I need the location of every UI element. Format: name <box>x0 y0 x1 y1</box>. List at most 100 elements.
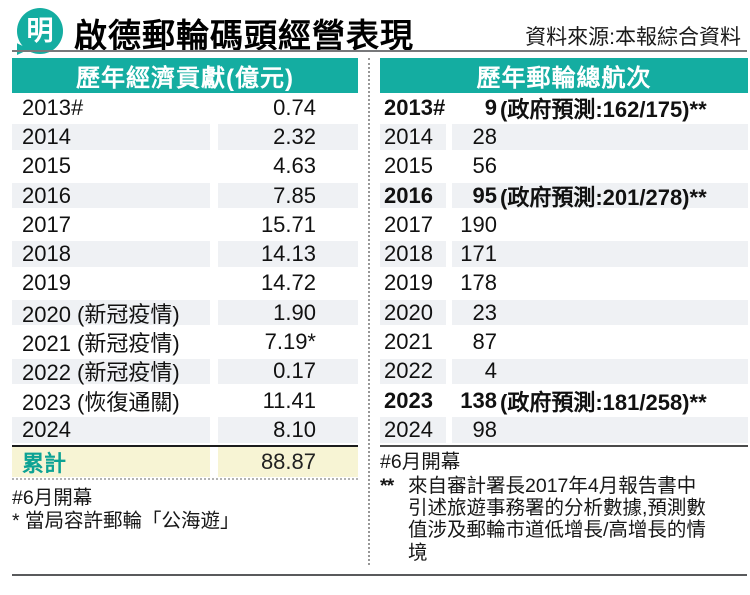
table-row: 2023 (恢復通關) 11.41 <box>12 385 358 416</box>
value-cell: 23 <box>452 298 748 328</box>
value-cell: 7.85 <box>218 180 358 211</box>
footnote-opening: #6月開幕 <box>12 486 93 509</box>
year-cell: 2015 <box>12 151 210 181</box>
value-cell: 178 <box>452 268 748 299</box>
year-cell: 2017 <box>380 210 446 240</box>
page-title: 啟德郵輪碼頭經營表現 <box>74 17 414 54</box>
left-footnotes: #6月開幕 * 當局容許郵輪「公海遊」 <box>12 487 358 534</box>
table-row: 2014 2.32 <box>12 122 358 152</box>
table-row: 2021 87 <box>380 327 748 357</box>
total-row: 累計 88.87 <box>12 444 358 477</box>
voyage-count: 171 <box>460 241 497 267</box>
value-cell: 138 (政府預測:181/258)** <box>452 385 748 416</box>
value-cell: 190 <box>452 210 748 240</box>
value-cell: 11.41 <box>218 385 358 416</box>
value-cell: 2.32 <box>218 122 358 152</box>
table-row: 2013# 0.74 <box>12 93 358 123</box>
voyage-count: 95 <box>472 182 497 208</box>
voyage-count: 28 <box>472 123 497 149</box>
table-row: 2019 178 <box>380 268 748 299</box>
year-cell: 2024 <box>12 415 210 445</box>
footnote-text: 來自審計署長2017年4月報告書中引述旅遊事務署的分析數據,預測數值涉及郵輪市道… <box>408 474 706 564</box>
forecast-note: (政府預測:181/258)** <box>500 389 707 415</box>
year-cell: 2016 <box>380 180 446 211</box>
year-cell: 2022 <box>380 356 446 386</box>
voyage-count: 23 <box>472 299 497 325</box>
year-cell: 2017 <box>12 210 210 240</box>
table-row: 2017 15.71 <box>12 210 358 240</box>
bottom-border <box>12 574 747 576</box>
value-cell: 4.63 <box>218 151 358 181</box>
table-row: 2024 98 <box>380 415 748 445</box>
value-cell: 87 <box>452 327 748 357</box>
table-row: 2022 (新冠疫情) 0.17 <box>12 356 358 386</box>
footnote-audit: ** 來自審計署長2017年4月報告書中引述旅遊事務署的分析數據,預測數值涉及郵… <box>380 475 748 565</box>
total-label: 累計 <box>12 446 210 477</box>
value-cell: 28 <box>452 122 748 152</box>
value-cell: 0.74 <box>218 93 358 123</box>
year-cell: 2015 <box>380 151 446 181</box>
table-row: 2015 56 <box>380 151 748 181</box>
total-underline <box>12 477 358 480</box>
year-cell: 2023 (恢復通關) <box>12 385 210 416</box>
table-row: 2023 138 (政府預測:181/258)** <box>380 385 748 416</box>
year-cell: 2022 (新冠疫情) <box>12 356 210 386</box>
year-cell: 2013# <box>12 93 210 123</box>
source-note: 資料來源:本報綜合資料 <box>525 26 741 49</box>
year-cell: 2013# <box>380 93 446 123</box>
table-row: 2018 14.13 <box>12 239 358 269</box>
table-row: 2015 4.63 <box>12 151 358 181</box>
value-cell: 15.71 <box>218 210 358 240</box>
voyage-count: 4 <box>484 358 497 384</box>
voyage-count: 87 <box>472 329 497 355</box>
economic-contribution-table: 歷年經濟貢獻(億元) 2013# 0.74 2014 2.32 2015 4.63 2016… <box>12 58 358 534</box>
value-cell: 14.72 <box>218 268 358 299</box>
year-cell: 2018 <box>12 239 210 269</box>
voyage-rows: 2013# 9 (政府預測:162/175)** 2014 28 2015 56 2016 95… <box>380 93 748 445</box>
voyage-count: 98 <box>472 416 497 442</box>
mingpao-logo: 明 <box>17 8 63 54</box>
value-cell: 14.13 <box>218 239 358 269</box>
footnote-opening: #6月開幕 <box>380 450 461 473</box>
forecast-note: (政府預測:201/278)** <box>500 184 707 210</box>
value-cell: 9 (政府預測:162/175)** <box>452 93 748 123</box>
value-cell: 7.19* <box>218 327 358 357</box>
year-cell: 2019 <box>12 268 210 299</box>
table-row: 2013# 9 (政府預測:162/175)** <box>380 93 748 123</box>
year-cell: 2021 <box>380 327 446 357</box>
right-footnotes: #6月開幕 ** 來自審計署長2017年4月報告書中引述旅遊事務署的分析數據,預… <box>380 451 748 565</box>
voyages-table: 歷年郵輪總航次 2013# 9 (政府預測:162/175)** 2014 28 2015… <box>380 58 748 564</box>
table-row: 2016 95 (政府預測:201/278)** <box>380 180 748 211</box>
year-cell: 2023 <box>380 385 446 416</box>
table-row: 2024 8.10 <box>12 415 358 445</box>
value-cell: 1.90 <box>218 298 358 328</box>
voyage-count: 190 <box>460 211 497 237</box>
footnote-marker: ** <box>380 474 394 497</box>
year-cell: 2018 <box>380 239 446 269</box>
left-table-header: 歷年經濟貢獻(億元) <box>12 58 358 93</box>
right-table-header: 歷年郵輪總航次 <box>380 58 748 93</box>
voyage-count: 178 <box>460 270 497 296</box>
table-row: 2014 28 <box>380 122 748 152</box>
voyage-count: 138 <box>460 387 497 413</box>
value-cell: 4 <box>452 356 748 386</box>
table-row: 2017 190 <box>380 210 748 240</box>
table-row: 2020 23 <box>380 298 748 328</box>
year-cell: 2016 <box>12 180 210 211</box>
value-cell: 171 <box>452 239 748 269</box>
year-cell: 2019 <box>380 268 446 299</box>
voyage-count: 9 <box>484 94 497 120</box>
year-cell: 2021 (新冠疫情) <box>12 327 210 357</box>
table-row: 2018 171 <box>380 239 748 269</box>
year-cell: 2014 <box>380 122 446 152</box>
year-cell: 2024 <box>380 415 446 445</box>
total-value: 88.87 <box>218 446 358 477</box>
table-row: 2022 4 <box>380 356 748 386</box>
economic-rows: 2013# 0.74 2014 2.32 2015 4.63 2016 7.85 2017 15.… <box>12 93 358 445</box>
table-row: 2019 14.72 <box>12 268 358 299</box>
panel-divider <box>368 58 370 565</box>
value-cell: 0.17 <box>218 356 358 386</box>
value-cell: 56 <box>452 151 748 181</box>
logo-character: 明 <box>26 15 54 46</box>
